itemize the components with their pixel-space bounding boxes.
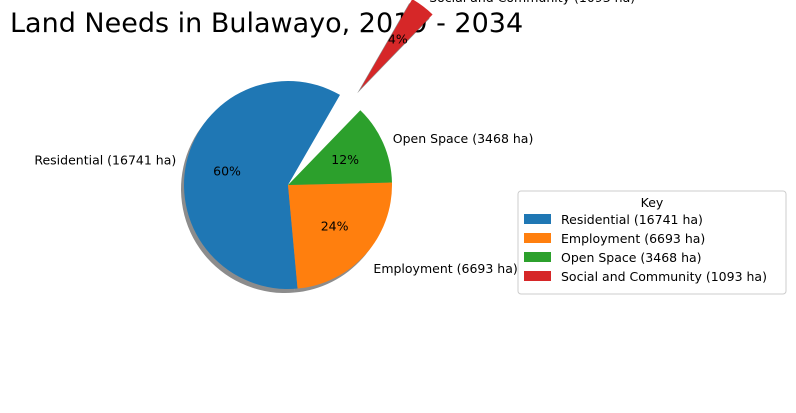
- pct-label-open-space: 12%: [331, 152, 359, 167]
- legend-swatch-open-space: [524, 252, 551, 262]
- pct-label-residential: 60%: [213, 164, 241, 179]
- legend-box: [517, 190, 787, 295]
- legend-label-open-space: Open Space (3468 ha): [561, 250, 702, 265]
- legend-label-social-and-community: Social and Community (1093 ha): [561, 269, 767, 284]
- legend-title: Key: [641, 195, 664, 210]
- pct-label-employment: 24%: [321, 218, 349, 233]
- slice-labels: 60% Residential (16741 ha) 24% Employment (…: [34, 0, 635, 276]
- legend-label-residential: Residential (16741 ha): [561, 212, 703, 227]
- legend-label-employment: Employment (6693 ha): [561, 231, 705, 246]
- slice-open-space: [288, 110, 392, 185]
- legend-swatch-social-and-community: [524, 271, 551, 281]
- slice-social-and-community: [360, 0, 433, 90]
- chart-title: Land Needs in Bulawayo, 2019 - 2034: [10, 8, 523, 39]
- category-label-residential: Residential (16741 ha): [34, 153, 176, 168]
- pie-slices: [184, 0, 433, 289]
- legend-swatch-employment: [524, 233, 551, 243]
- slice-employment: [288, 182, 392, 289]
- slice-residential: [184, 81, 340, 289]
- legend-swatch-residential: [524, 214, 551, 224]
- category-label-employment: Employment (6693 ha): [373, 261, 517, 276]
- category-label-open-space: Open Space (3468 ha): [393, 131, 534, 146]
- legend: Key Residential (16741 ha) Employment (66…: [517, 190, 787, 295]
- category-label-social-and-community: Social and Community (1093 ha): [429, 0, 635, 5]
- legend-entries: Residential (16741 ha) Employment (6693 h…: [524, 212, 767, 284]
- pct-label-social-and-community: 4%: [388, 31, 408, 46]
